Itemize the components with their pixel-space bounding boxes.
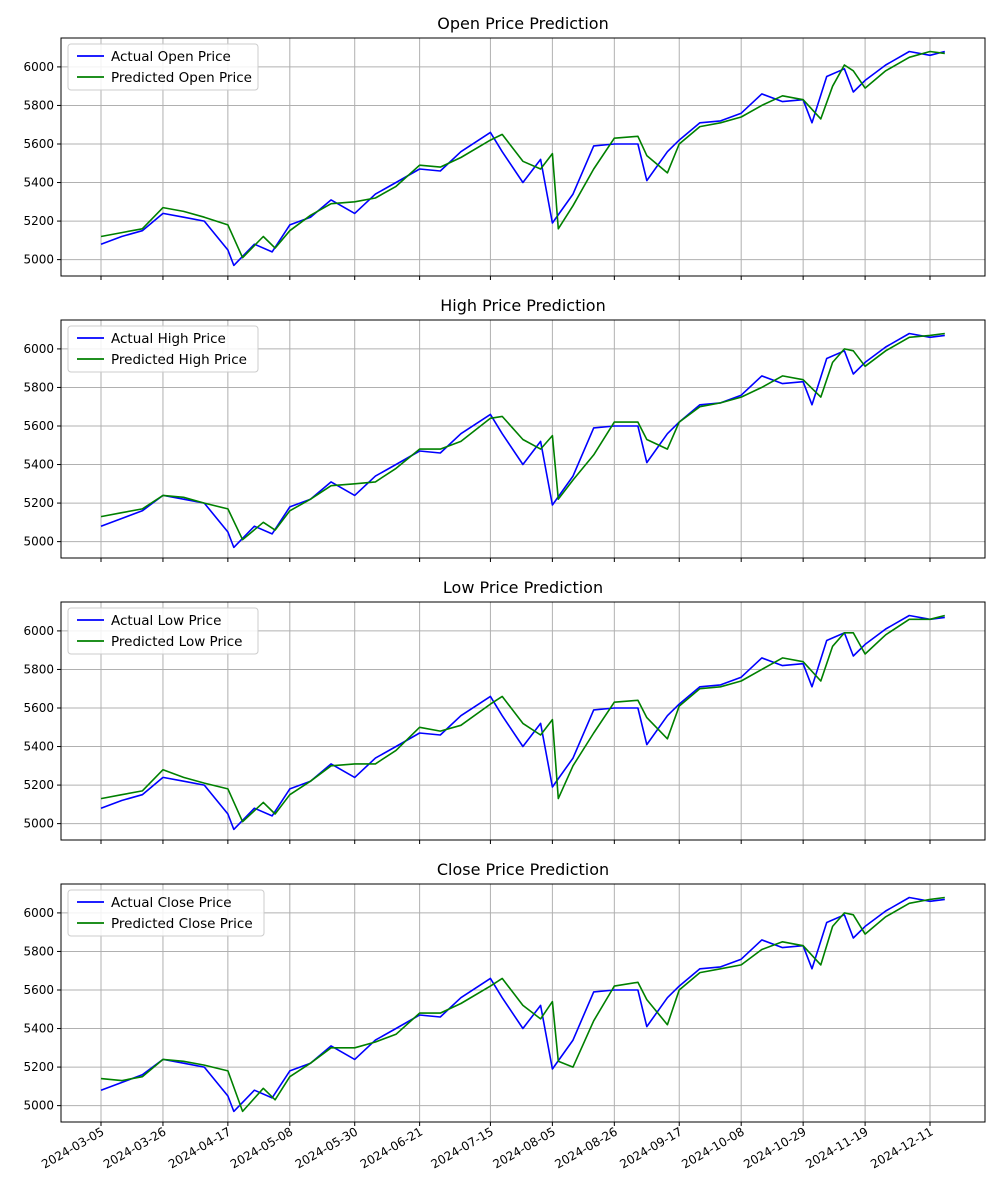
- subplot-title: High Price Prediction: [440, 296, 605, 315]
- x-tick-label: 2024-03-05: [39, 1124, 106, 1171]
- legend: Actual High Price Predicted High Price: [67, 325, 259, 373]
- y-tick-label: 6000: [23, 906, 54, 920]
- legend-box: [67, 43, 259, 91]
- x-tick-label: 2024-03-26: [101, 1124, 168, 1171]
- y-tick-label: 5600: [23, 701, 54, 715]
- y-tick-label: 5200: [23, 214, 54, 228]
- y-tick-label: 5800: [23, 944, 54, 958]
- y-tick-label: 5400: [23, 1022, 54, 1036]
- x-tick-label: 2024-08-26: [552, 1124, 619, 1171]
- y-tick-label: 5800: [23, 662, 54, 676]
- series-line-predicted: [100, 896, 945, 1113]
- subplot-title: Low Price Prediction: [443, 578, 603, 597]
- x-tick-label: 2024-11-19: [803, 1124, 870, 1171]
- legend-label: Actual Low Price: [111, 613, 221, 629]
- x-tick-label: 2024-12-11: [868, 1124, 935, 1171]
- y-tick-label: 5400: [23, 176, 54, 190]
- legend: Actual Low Price Predicted Low Price: [67, 607, 259, 655]
- subplot-4: Close Price Prediction 5000 5200 5400 5600 58…: [23, 860, 986, 1171]
- legend-label: Actual Close Price: [111, 895, 232, 911]
- legend-label: Actual High Price: [111, 331, 226, 347]
- legend-label: Actual Open Price: [111, 49, 231, 65]
- x-tick-label: 2024-06-21: [358, 1124, 425, 1171]
- subplot-title: Open Price Prediction: [437, 14, 608, 33]
- y-tick-label: 6000: [23, 60, 54, 74]
- x-tick-label: 2024-04-17: [166, 1124, 233, 1171]
- subplot-2: High Price Prediction 5000 5200 5400 5600 580…: [23, 296, 986, 562]
- y-tick-label: 5800: [23, 380, 54, 394]
- legend-label: Predicted Open Price: [111, 70, 252, 86]
- subplot-title: Close Price Prediction: [437, 860, 609, 879]
- legend-label: Predicted High Price: [111, 352, 247, 368]
- y-tick-label: 5800: [23, 98, 54, 112]
- legend-box: [67, 607, 259, 655]
- subplot-3: Low Price Prediction 5000 5200 5400 5600 5800…: [23, 578, 986, 844]
- y-tick-label: 5200: [23, 496, 54, 510]
- axes-frame: [60, 319, 986, 559]
- y-tick-label: 6000: [23, 624, 54, 638]
- series-line-actual: [100, 332, 945, 549]
- subplot-1: Open Price Prediction 5000 5200 5400 5600 580…: [23, 14, 986, 280]
- y-tick-label: 5600: [23, 983, 54, 997]
- y-tick-label: 5200: [23, 1060, 54, 1074]
- legend-label: Predicted Close Price: [111, 916, 253, 932]
- x-tick-label: 2024-08-05: [490, 1124, 557, 1171]
- y-tick-label: 5000: [23, 535, 54, 549]
- x-tick-label: 2024-09-17: [617, 1124, 684, 1171]
- y-tick-label: 5000: [23, 817, 54, 831]
- axes-frame: [60, 37, 986, 277]
- y-tick-label: 5600: [23, 419, 54, 433]
- legend: Actual Close Price Predicted Close Price: [67, 889, 265, 937]
- series-line-predicted: [100, 614, 945, 823]
- x-tick-label: 2024-05-30: [293, 1124, 360, 1171]
- y-tick-label: 5400: [23, 740, 54, 754]
- y-tick-label: 5600: [23, 137, 54, 151]
- legend: Actual Open Price Predicted Open Price: [67, 43, 259, 91]
- legend-box: [67, 325, 259, 373]
- x-tick-label: 2024-05-08: [228, 1124, 295, 1171]
- x-tick-label: 2024-10-08: [679, 1124, 746, 1171]
- y-tick-label: 5000: [23, 1099, 54, 1113]
- axes-frame: [60, 601, 986, 841]
- series-line-actual: [100, 50, 945, 267]
- legend-label: Predicted Low Price: [111, 634, 242, 650]
- series-line-predicted: [100, 332, 945, 541]
- series-line-predicted: [100, 50, 945, 259]
- y-tick-label: 5000: [23, 253, 54, 267]
- x-tick-label: 2024-10-29: [741, 1124, 808, 1171]
- series-line-actual: [100, 896, 945, 1113]
- x-tick-label: 2024-07-15: [429, 1124, 496, 1171]
- y-tick-label: 5200: [23, 778, 54, 792]
- legend-box: [67, 889, 265, 937]
- y-tick-label: 6000: [23, 342, 54, 356]
- series-line-actual: [100, 614, 945, 831]
- y-tick-label: 5400: [23, 458, 54, 472]
- axes-frame: [60, 883, 986, 1123]
